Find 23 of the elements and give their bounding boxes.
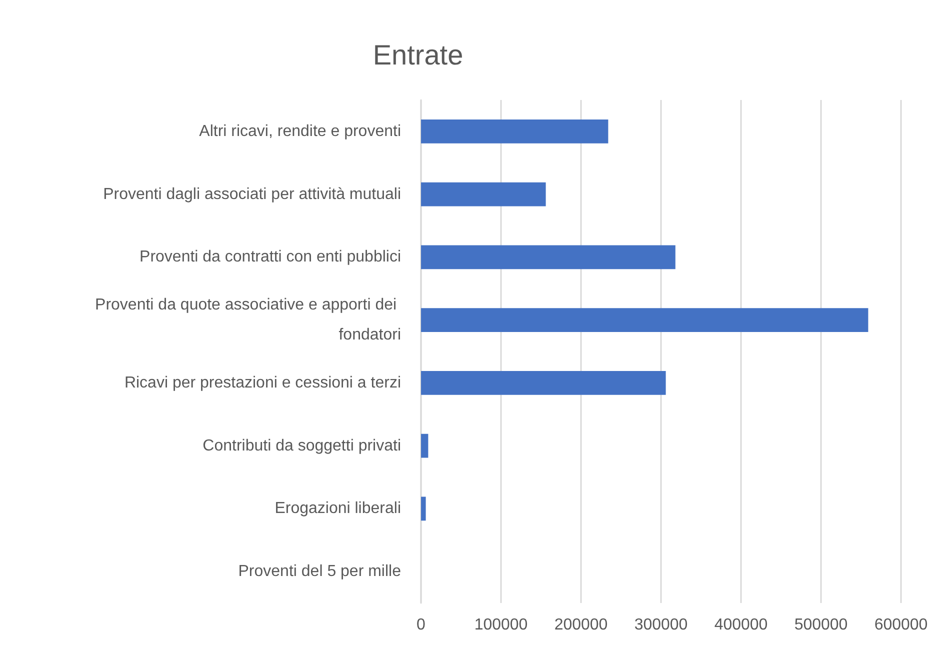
x-tick-label: 400000 <box>714 616 768 634</box>
y-tick-label: Contributi da soggetti privati <box>202 437 401 454</box>
x-tick-label: 300000 <box>634 616 688 634</box>
y-tick-label: Erogazioni liberali <box>274 500 401 518</box>
bar <box>421 308 868 332</box>
y-tick-label: Ricavi per prestazioni e cessioni a terzi <box>124 374 401 392</box>
x-tick-label: 600000 <box>874 616 928 634</box>
bar <box>421 119 608 144</box>
y-tick-label: Proventi dagli associati per attività mutuali <box>103 186 401 203</box>
x-tick-label: 200000 <box>554 616 608 634</box>
bar <box>421 496 426 521</box>
x-tick-label: 0 <box>416 616 426 634</box>
y-tick-label: Proventi da quote associative e apporti dei fondatori <box>95 296 401 344</box>
y-tick-label: Proventi del 5 per mille <box>238 563 402 580</box>
bar <box>421 434 428 458</box>
bar <box>421 370 666 395</box>
chart-title: Entrate <box>372 40 464 70</box>
y-tick-label: Altri ricavi, rendite e proventi <box>199 122 401 140</box>
y-tick-label: Proventi da contratti con enti pubblici <box>140 248 401 266</box>
x-tick-label: 500000 <box>794 616 848 634</box>
x-tick-label: 100000 <box>474 616 528 634</box>
bar <box>421 245 676 270</box>
bar <box>421 182 546 206</box>
